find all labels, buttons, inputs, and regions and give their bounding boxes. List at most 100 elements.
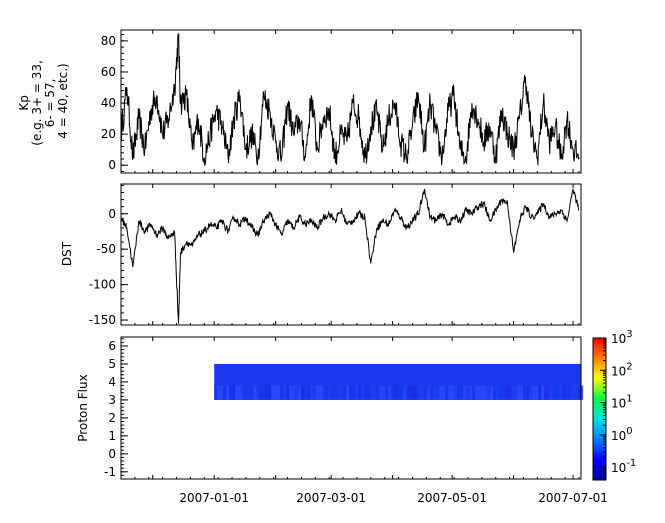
heatmap-cell (457, 385, 461, 400)
heatmap-cell (463, 385, 467, 400)
heatmap-cell (373, 385, 377, 400)
flux-y-tick-label: 6 (108, 339, 116, 353)
heatmap-cell (331, 385, 335, 400)
proton-flux-y-axis: -1 0 1 2 3 4 5 6 (104, 338, 128, 479)
proton-flux-x-axis: 2007-01-01 2007-03-01 2007-05-01 2007-07-01 (120, 337, 608, 505)
heatmap-cell (343, 385, 347, 400)
kp-panel: 0 20 40 60 80 Kp (e.g. 3+ = 33, 6- = 57, 4 =… (17, 29, 582, 174)
dst-y-tick-label: -100 (89, 278, 116, 292)
heatmap-cell (370, 385, 374, 400)
heatmap-cell (541, 385, 545, 400)
heatmap-cell (313, 385, 317, 400)
heatmap-cell (493, 385, 497, 400)
kp-y-axis-label: Kp (e.g. 3+ = 33, 6- = 57, 4 = 40, etc.) (17, 56, 70, 145)
colorbar-tick-base: 10 (611, 461, 626, 475)
heatmap-cell (253, 385, 257, 400)
colorbar-tick-label: 101 (611, 394, 633, 411)
heatmap-cell (391, 385, 395, 400)
heatmap-cell (322, 385, 326, 400)
flux-y-tick-label: 1 (108, 429, 116, 443)
kp-y-tick-label: 20 (101, 127, 116, 141)
heatmap-cell (247, 385, 251, 400)
flux-y-tick-label: 5 (108, 357, 116, 371)
heatmap-cell (448, 385, 452, 400)
heatmap-cell (235, 385, 239, 400)
kp-plot-frame (120, 29, 582, 174)
heatmap-cell (382, 385, 386, 400)
heatmap-cell (298, 385, 302, 400)
proton-flux-heatmap-texture (214, 385, 584, 400)
heatmap-cell (487, 385, 491, 400)
heatmap-cell (385, 385, 389, 400)
heatmap-cell (421, 385, 425, 400)
dst-series-line (120, 188, 580, 324)
heatmap-cell (505, 385, 509, 400)
heatmap-cell (238, 385, 242, 400)
heatmap-cell (367, 385, 371, 400)
heatmap-cell (379, 385, 383, 400)
heatmap-cell (556, 385, 560, 400)
kp-y-tick-label: 40 (101, 96, 116, 110)
dst-y-axis: -150 -100 -50 0 (89, 184, 128, 327)
heatmap-cell (490, 385, 494, 400)
heatmap-cell (229, 385, 233, 400)
heatmap-cell (580, 385, 584, 400)
colorbar-scale (592, 337, 607, 481)
heatmap-cell (424, 385, 428, 400)
heatmap-cell (514, 385, 518, 400)
heatmap-cell (316, 385, 320, 400)
colorbar-tick-label: 100 (611, 426, 633, 443)
heatmap-cell (364, 385, 368, 400)
colorbar-tick-label: 103 (611, 329, 633, 346)
heatmap-cell (568, 385, 572, 400)
heatmap-cell (538, 385, 542, 400)
proton-flux-plot-frame (120, 336, 582, 480)
dst-y-tick-label: -150 (89, 313, 116, 327)
heatmap-cell (325, 385, 329, 400)
heatmap-cell (553, 385, 557, 400)
kp-y-axis: 0 20 40 60 80 (101, 34, 128, 172)
heatmap-cell (415, 385, 419, 400)
heatmap-cell (544, 385, 548, 400)
heatmap-cell (478, 385, 482, 400)
heatmap-cell (451, 385, 455, 400)
heatmap-cell (388, 385, 392, 400)
heatmap-cell (283, 385, 287, 400)
kp-y-tick-label: 0 (108, 158, 116, 172)
heatmap-cell (418, 385, 422, 400)
heatmap-cell (259, 385, 263, 400)
colorbar-tick-label: 102 (611, 361, 633, 378)
heatmap-cell (427, 385, 431, 400)
heatmap-cell (547, 385, 551, 400)
heatmap-cell (400, 385, 404, 400)
heatmap-cell (301, 385, 305, 400)
heatmap-cell (304, 385, 308, 400)
kp-y-tick-label: 60 (101, 65, 116, 79)
heatmap-cell (346, 385, 350, 400)
dst-plot-frame (120, 183, 582, 326)
colorbar-tick-base: 10 (611, 332, 626, 346)
heatmap-cell (295, 385, 299, 400)
flux-y-tick-label: 3 (108, 393, 116, 407)
heatmap-cell (535, 385, 539, 400)
heatmap-cell (409, 385, 413, 400)
heatmap-cell (244, 385, 248, 400)
heatmap-cell (376, 385, 380, 400)
x-tick-label: 2007-05-01 (417, 491, 487, 505)
heatmap-cell (472, 385, 476, 400)
flux-y-tick-label: 0 (108, 447, 116, 461)
dst-panel: -150 -100 -50 0 DST (60, 183, 582, 327)
heatmap-cell (430, 385, 434, 400)
heatmap-cell (523, 385, 527, 400)
heatmap-cell (508, 385, 512, 400)
heatmap-cell (559, 385, 563, 400)
heatmap-cell (214, 385, 218, 400)
heatmap-cell (286, 385, 290, 400)
heatmap-cell (352, 385, 356, 400)
flux-y-tick-label: 4 (108, 375, 116, 389)
heatmap-cell (406, 385, 410, 400)
heatmap-cell (403, 385, 407, 400)
heatmap-cell (469, 385, 473, 400)
